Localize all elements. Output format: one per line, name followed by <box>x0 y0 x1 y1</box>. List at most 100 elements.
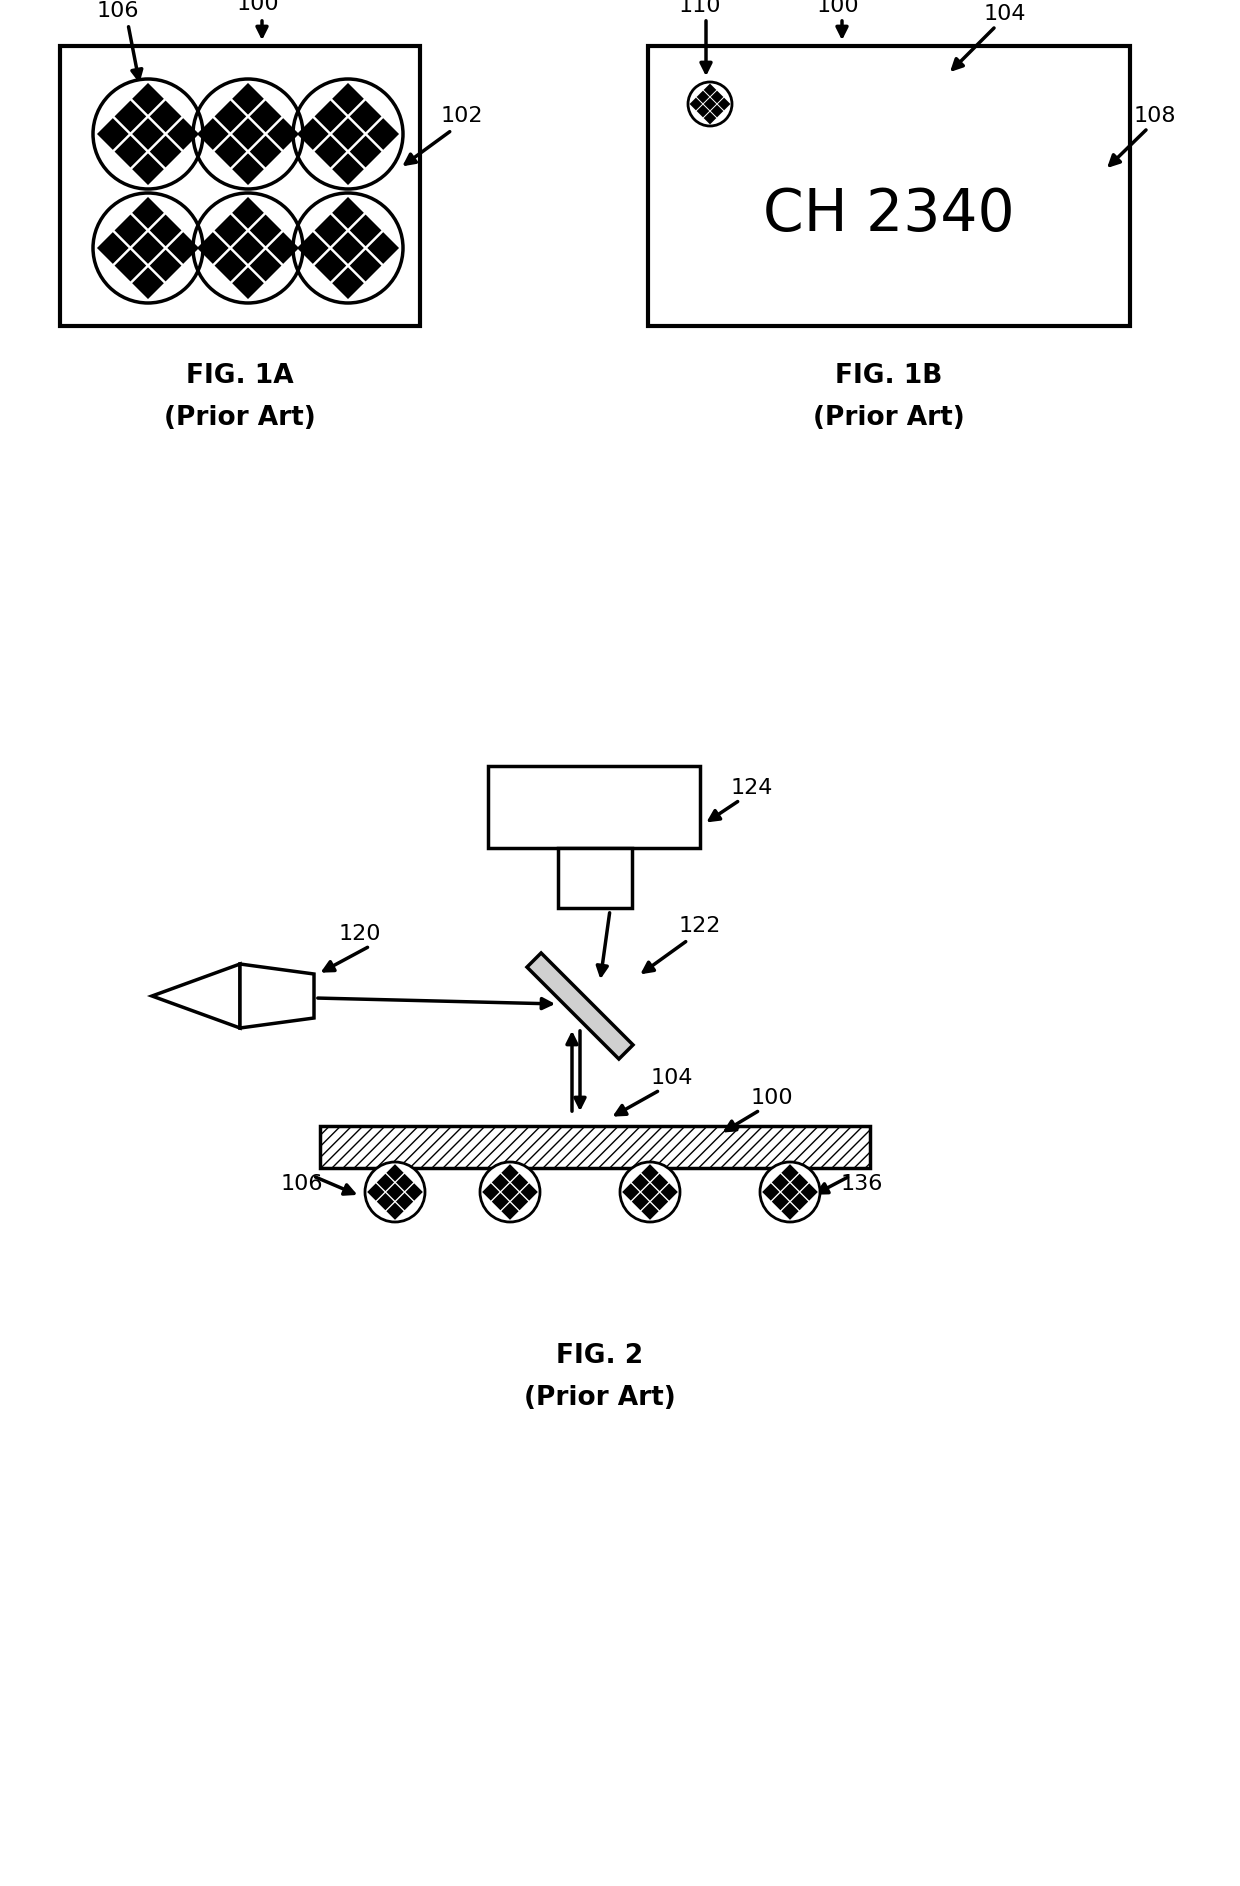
Circle shape <box>293 192 403 304</box>
Polygon shape <box>501 1203 518 1220</box>
Text: 110: 110 <box>678 0 722 15</box>
Polygon shape <box>197 119 228 149</box>
Circle shape <box>480 1162 539 1222</box>
Polygon shape <box>232 268 264 300</box>
Text: 120: 120 <box>339 924 381 945</box>
Polygon shape <box>167 232 200 264</box>
Polygon shape <box>114 100 146 132</box>
Polygon shape <box>521 1183 538 1201</box>
Polygon shape <box>482 1183 500 1201</box>
Bar <box>320 1126 870 1167</box>
Circle shape <box>93 79 203 189</box>
Polygon shape <box>641 1164 658 1181</box>
Polygon shape <box>791 1194 808 1211</box>
Text: (Prior Art): (Prior Art) <box>525 1384 676 1411</box>
Polygon shape <box>332 268 363 300</box>
Polygon shape <box>315 136 346 168</box>
Polygon shape <box>268 232 299 264</box>
Polygon shape <box>232 83 264 115</box>
Polygon shape <box>631 1194 649 1211</box>
Polygon shape <box>377 1194 394 1211</box>
Polygon shape <box>405 1183 423 1201</box>
Text: CH 2340: CH 2340 <box>763 185 1014 243</box>
Polygon shape <box>249 100 281 132</box>
Text: (Prior Art): (Prior Art) <box>164 405 316 432</box>
Polygon shape <box>781 1183 799 1201</box>
Polygon shape <box>651 1194 668 1211</box>
Polygon shape <box>387 1183 404 1201</box>
Polygon shape <box>97 119 129 149</box>
Polygon shape <box>215 249 247 281</box>
Polygon shape <box>367 119 399 149</box>
Bar <box>60 45 420 326</box>
Polygon shape <box>396 1194 413 1211</box>
Polygon shape <box>697 91 709 104</box>
Polygon shape <box>703 98 717 111</box>
Polygon shape <box>153 964 241 1028</box>
Polygon shape <box>332 83 363 115</box>
Text: 108: 108 <box>1133 106 1177 126</box>
Polygon shape <box>791 1173 808 1192</box>
Polygon shape <box>350 136 382 168</box>
Polygon shape <box>232 232 264 264</box>
Circle shape <box>365 1162 425 1222</box>
Polygon shape <box>641 1183 658 1201</box>
Polygon shape <box>249 136 281 168</box>
Polygon shape <box>771 1194 789 1211</box>
Circle shape <box>760 1162 820 1222</box>
Polygon shape <box>296 119 329 149</box>
Polygon shape <box>387 1164 404 1181</box>
Polygon shape <box>315 215 346 247</box>
Polygon shape <box>350 215 382 247</box>
Text: 106: 106 <box>97 2 139 21</box>
Polygon shape <box>114 215 146 247</box>
Polygon shape <box>332 153 363 185</box>
Polygon shape <box>268 119 299 149</box>
Polygon shape <box>771 1173 789 1192</box>
Polygon shape <box>249 215 281 247</box>
Circle shape <box>93 192 203 304</box>
Text: 122: 122 <box>678 917 722 935</box>
Polygon shape <box>511 1194 528 1211</box>
Text: 100: 100 <box>750 1088 794 1107</box>
Text: 136: 136 <box>841 1173 883 1194</box>
Bar <box>558 849 632 907</box>
Polygon shape <box>641 1203 658 1220</box>
Polygon shape <box>133 268 164 300</box>
Text: 100: 100 <box>817 0 859 15</box>
Polygon shape <box>150 136 181 168</box>
Polygon shape <box>241 964 314 1028</box>
Polygon shape <box>197 232 228 264</box>
Polygon shape <box>763 1183 780 1201</box>
Polygon shape <box>703 83 717 96</box>
Polygon shape <box>501 1164 518 1181</box>
Text: (Prior Art): (Prior Art) <box>813 405 965 432</box>
Polygon shape <box>150 100 181 132</box>
Polygon shape <box>350 100 382 132</box>
Polygon shape <box>315 100 346 132</box>
Text: 102: 102 <box>440 106 484 126</box>
Polygon shape <box>150 215 181 247</box>
Polygon shape <box>661 1183 678 1201</box>
Polygon shape <box>133 153 164 185</box>
Polygon shape <box>622 1183 640 1201</box>
Polygon shape <box>781 1203 799 1220</box>
Polygon shape <box>232 153 264 185</box>
Polygon shape <box>332 119 363 149</box>
Polygon shape <box>215 100 247 132</box>
Polygon shape <box>651 1173 668 1192</box>
Circle shape <box>193 192 303 304</box>
Polygon shape <box>703 111 717 124</box>
Polygon shape <box>511 1173 528 1192</box>
Polygon shape <box>332 196 363 228</box>
Polygon shape <box>249 249 281 281</box>
Polygon shape <box>232 119 264 149</box>
Polygon shape <box>296 232 329 264</box>
Polygon shape <box>215 215 247 247</box>
Polygon shape <box>697 106 709 117</box>
Circle shape <box>620 1162 680 1222</box>
Polygon shape <box>150 249 181 281</box>
Polygon shape <box>631 1173 649 1192</box>
Polygon shape <box>332 232 363 264</box>
Polygon shape <box>114 136 146 168</box>
